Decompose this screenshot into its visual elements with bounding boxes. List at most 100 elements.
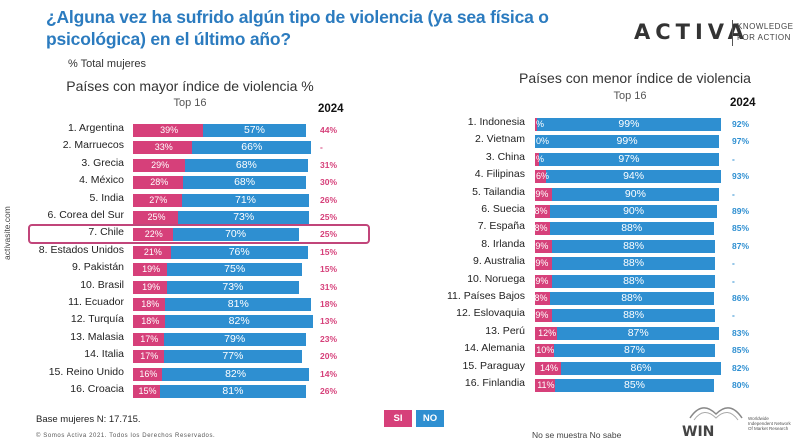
bar-no-label: 90% [623,205,645,217]
bar-no [551,257,716,271]
country-label: 5. India [89,191,124,204]
bar-no [203,124,306,137]
value-2024: 25% [320,229,338,240]
bar-no [185,158,308,172]
bar-si-label: 9% [535,240,549,251]
bar-no-label: 73% [222,280,244,293]
bar-no [170,245,308,259]
bar-no [551,274,716,288]
country-label: 5. Tailandia [472,185,525,198]
bar-no [561,361,721,375]
bar-si-label: 12% [538,327,557,338]
bar-si [535,344,554,358]
value-2024: 13% [320,316,338,327]
value-2024: 18% [320,299,338,309]
bar-si-label: 17% [140,351,159,362]
country-label: 15. Reino Unido [48,365,124,378]
logo-divider [732,20,733,46]
bar-no-label: 88% [621,292,643,304]
bar-si-label: 8% [534,206,548,216]
bar-si-label: 29% [151,159,170,170]
bar-si-label: % [536,119,545,129]
country-label: 14. Italia [84,348,124,361]
right-chart-top-label: Top 16 [613,90,647,102]
bar-no-label: 88% [621,222,643,235]
bar-no [538,152,720,166]
bar-si [535,361,562,375]
bar-no [178,211,310,224]
bar-si-label: 25% [147,212,166,222]
activa-logo: ACTIVA [634,20,749,44]
bar-si-label: 16% [139,368,158,379]
value-2024: 26% [320,194,338,205]
country-label: 1. Argentina [67,122,124,134]
bar-no-label: 87% [623,344,645,357]
bar-si [133,263,168,277]
bar-si-label: 6% [536,171,550,182]
bar-no [551,187,720,201]
country-label: 7. España [477,220,525,233]
bar-si [535,152,539,166]
bar-no-label: 87% [627,326,649,339]
bar-no-label: 70% [225,228,247,241]
bar-si [535,222,550,236]
bar-si [133,367,162,381]
bar-si-label: 27% [149,194,168,205]
country-label: 13. Perú [485,324,525,337]
bar-si [535,274,552,288]
bar-si-label: 18% [141,316,160,327]
bar-si-label: 9% [535,310,549,321]
bar-no-label: 82% [225,367,247,380]
value-2024: - [732,258,735,269]
bar-no [549,292,714,305]
bar-si [535,292,550,305]
bar-no-label: 99% [618,118,640,130]
bar-si-label: 11% [537,380,555,390]
bar-no-label: 85% [623,379,645,391]
bar-si [535,239,552,253]
bar-no [165,298,312,311]
bar-si [133,332,164,346]
bar-no-label: 81% [227,298,249,310]
bar-no [163,350,303,364]
bar-no [192,141,312,155]
bar-no [546,170,721,184]
bar-si [133,385,160,398]
bar-no-label: 68% [234,176,256,189]
right-chart-title: Países con menor índice de violencia [519,70,751,86]
country-label: 10. Noruega [467,272,525,285]
value-2024: 20% [320,351,338,362]
bar-si [133,280,168,294]
bar-no-label: 86% [630,361,652,374]
bar-no [549,222,714,236]
bar-si [133,350,164,364]
bar-no [167,280,299,294]
bar-no-label: 82% [228,315,250,328]
bar-si [535,309,552,323]
bar-no-label: 75% [224,263,246,276]
bar-no [553,344,716,358]
bar-no-label: 76% [228,245,250,258]
copyright: © Somos Activa 2021. Todos los Derechos … [36,433,216,439]
bar-no-label: 68% [235,158,257,171]
bar-si-label: 9% [535,275,549,286]
country-label: 11. Ecuador [68,296,124,308]
country-label: 6. Suecia [481,203,525,215]
country-label: 1. Indonesia [467,116,525,128]
value-2024: 30% [320,177,338,188]
bar-si-label: 9% [535,258,549,269]
win-caption-line-2: Independent Network [748,421,791,426]
country-label: 12. Turquía [70,313,124,326]
win-logo-icon: WIN [682,407,743,438]
value-2024: 93% [732,171,750,182]
bar-no-label: 73% [233,211,255,223]
bar-si-label: 14% [540,362,559,373]
bar-si-label: 10% [536,345,555,356]
bar-si-label: 22% [144,229,163,240]
country-label: 3. China [485,150,525,163]
footer-note: No se muestra No sabe [532,430,622,440]
bar-no [161,367,310,381]
logo-tagline: KNOWLEDGE FOR ACTION [737,21,794,43]
value-2024: 31% [320,159,338,170]
logo-tagline-line-2: FOR ACTION [737,33,791,42]
